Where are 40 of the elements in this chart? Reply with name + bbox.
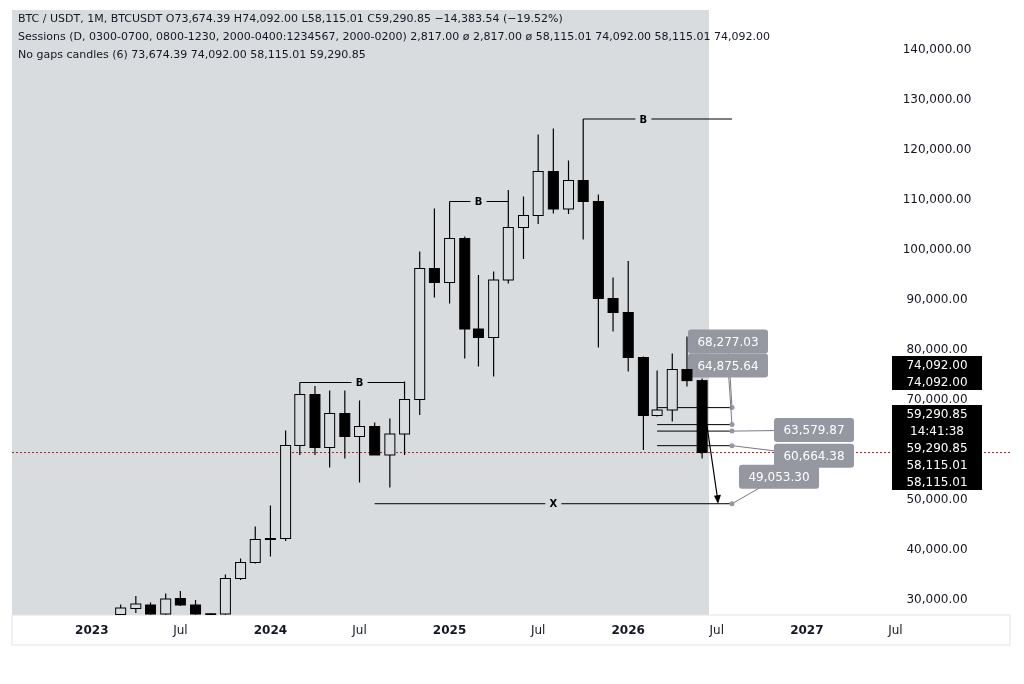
x-tick-label: Jul: [708, 623, 725, 637]
y-tick-label: 130,000.00: [902, 92, 972, 107]
annotation: 58,115.01: [906, 474, 968, 489]
chart-title: BTC / USDT, 1M, BTCUSDT O73,674.39 H74,092.00 L58,115.01 C59,290.85 −14,383.54 (−19.52%): [18, 12, 563, 25]
annotation: 74,092.00: [906, 357, 968, 372]
x-tick-label: 2026: [611, 623, 645, 637]
annotation: B: [474, 196, 483, 207]
x-tick-label: Jul: [887, 623, 903, 637]
y-tick-label: 80,000.00: [906, 342, 968, 357]
y-tick-label: 50,000.00: [906, 492, 968, 507]
annotation: 58,115.01: [906, 457, 968, 472]
annotation: No gaps candles (6) 73,674.39 74,092.00 58,115.01 59,290.85: [18, 48, 366, 61]
annotation: 49,053.30: [748, 469, 810, 484]
y-tick-label: 90,000.00: [906, 292, 968, 307]
y-tick-label: 70,000.00: [906, 392, 968, 407]
annotation: 14:41:38: [910, 423, 964, 438]
x-tick-label: 2025: [432, 623, 467, 637]
y-tick-label: 30,000.00: [906, 592, 968, 607]
x-tick-label: 2027: [790, 623, 824, 637]
annotation: 74,092.00: [906, 374, 968, 389]
annotation: X: [549, 498, 558, 510]
y-tick-label: 110,000.00: [902, 192, 972, 207]
y-tick-label: 100,000.00: [902, 242, 972, 257]
annotation: 60,664.38: [783, 448, 845, 463]
annotation: 63,579.87: [783, 423, 845, 438]
x-tick-label: Jul: [351, 623, 367, 637]
y-tick-label: 120,000.00: [902, 142, 972, 157]
x-tick-label: Jul: [172, 623, 188, 637]
y-tick-label: 40,000.00: [906, 542, 968, 557]
x-tick-label: Jul: [529, 623, 546, 637]
annotation: 59,290.85: [906, 440, 968, 455]
x-tick-label: 2023: [75, 623, 109, 637]
annotation: B: [639, 113, 648, 125]
text: Sessions (D, 0300-0700, 0800-1230, 2000-0400:1234567, 2000-0200) 2,817.00 ø 2,817.00 ø 58,115.01 74,092.00 58,115.01 74,092.00: [18, 30, 771, 43]
annotation: 68,277.03: [697, 334, 759, 349]
annotation: 64,875.64: [697, 358, 759, 373]
x-tick-label: 2024: [253, 623, 288, 637]
y-tick-label: 140,000.00: [902, 42, 972, 57]
annotation: 59,290.85: [906, 406, 968, 421]
annotation: B: [355, 377, 364, 388]
